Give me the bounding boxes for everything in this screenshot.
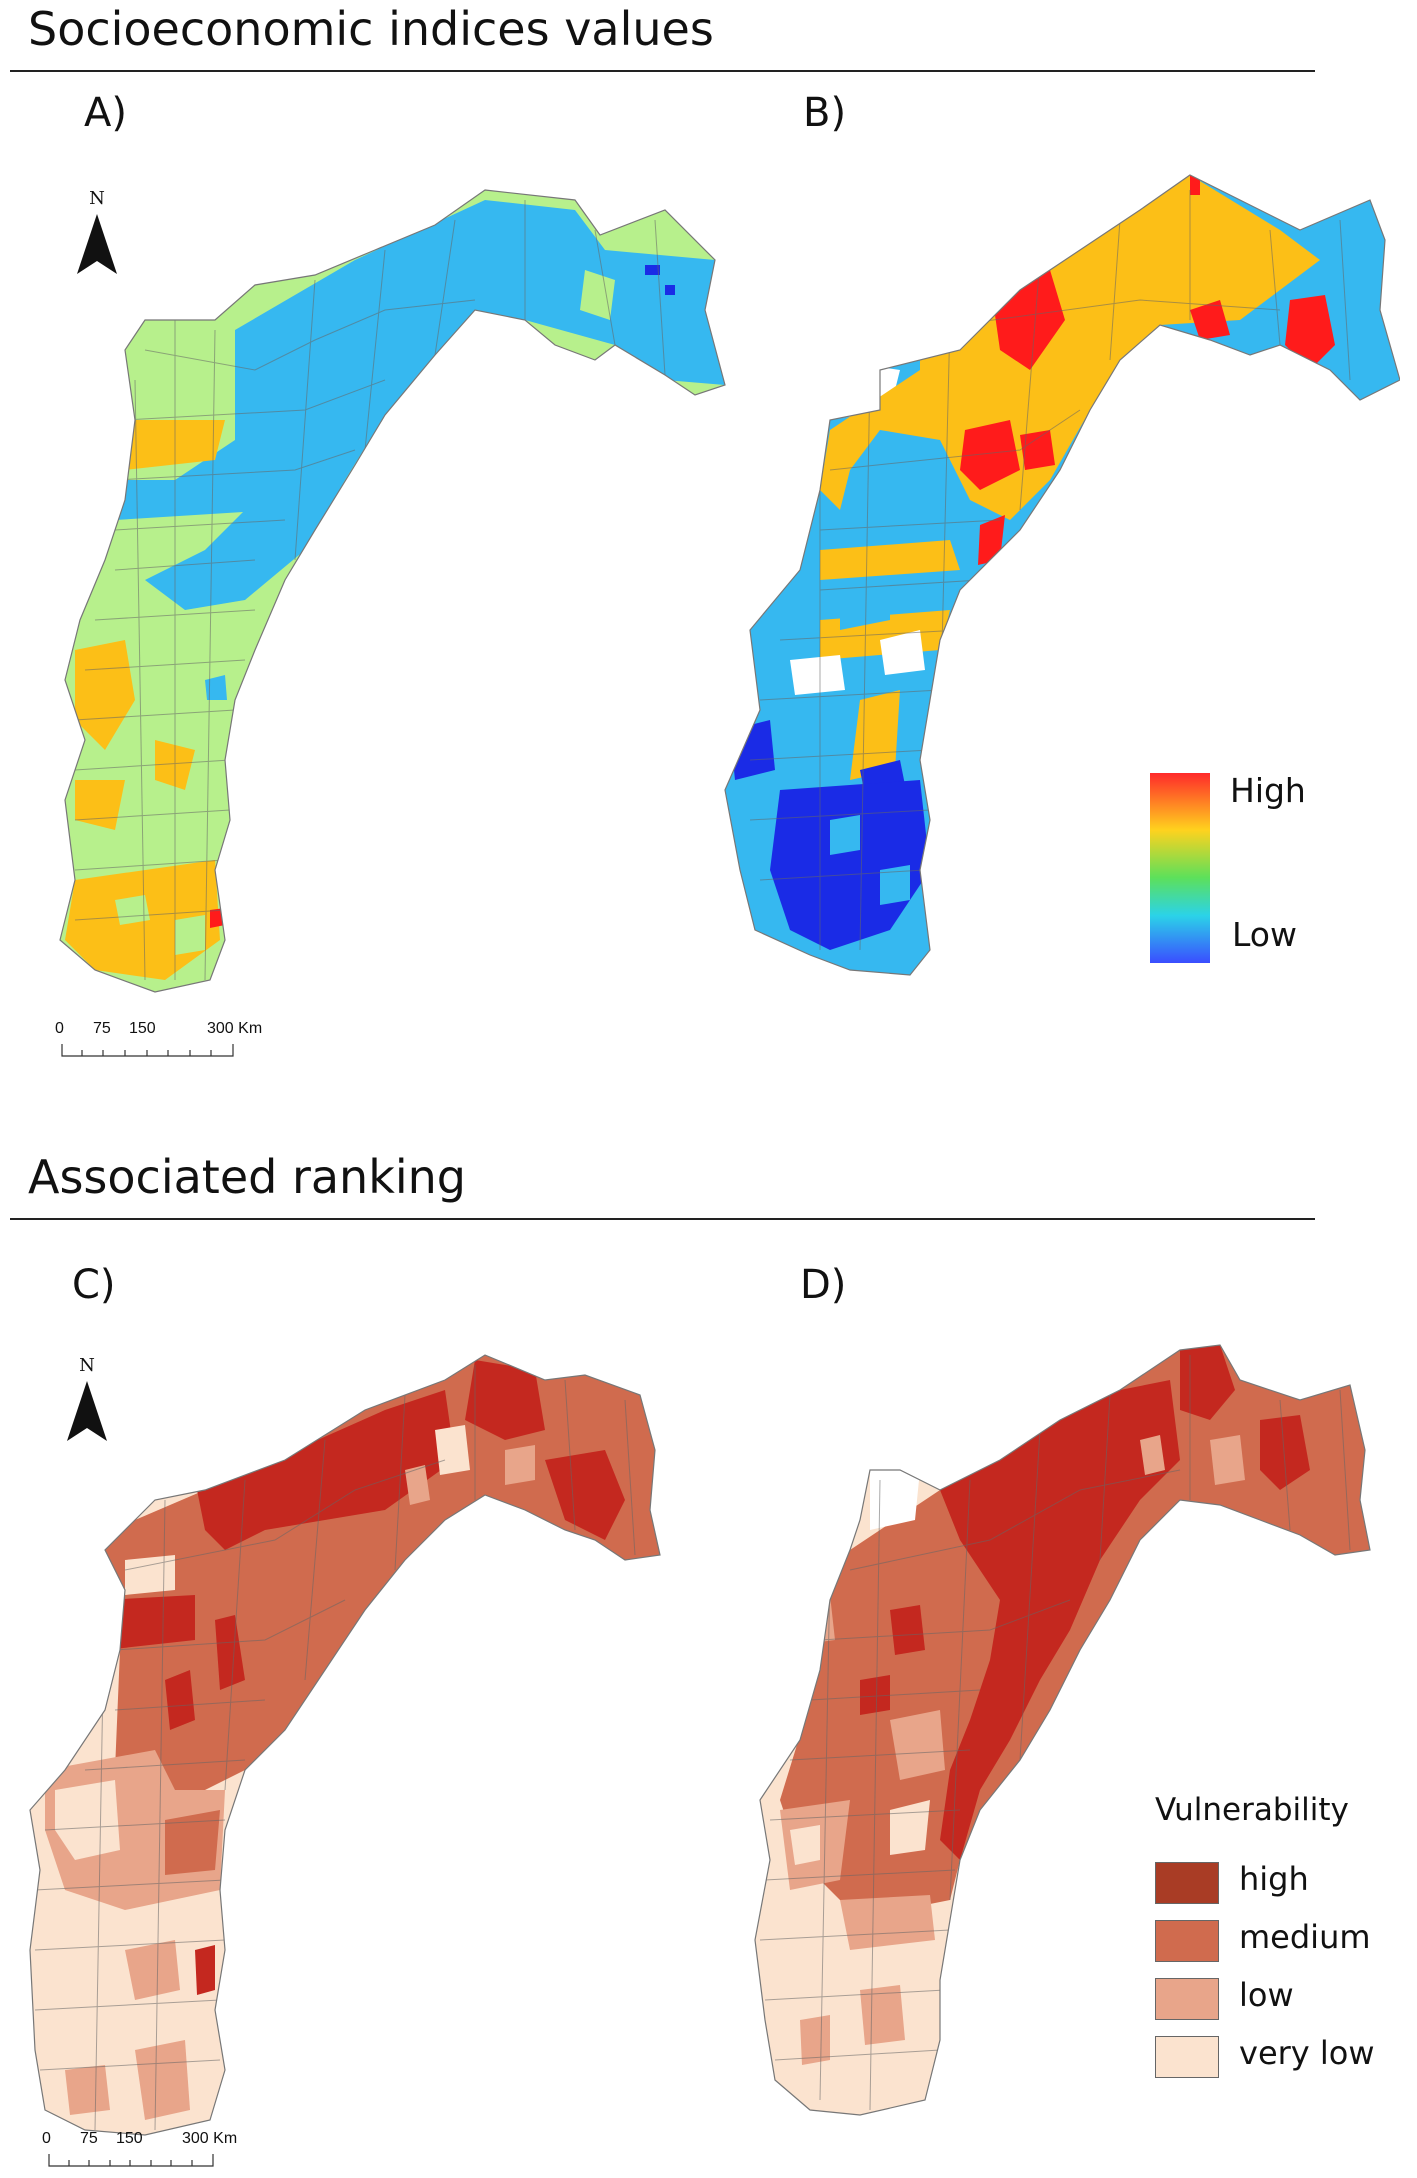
scale-label-300: 300 Km — [207, 1020, 263, 1037]
map-b-socioeconomic-index — [724, 174, 1400, 976]
gradient-color-bar — [1150, 773, 1210, 963]
north-letter: N — [89, 188, 105, 209]
north-arrow-shape-icon — [77, 214, 117, 274]
map-a-socioeconomic-index — [59, 189, 726, 993]
gradient-legend-high: High — [1230, 771, 1306, 810]
map-d-vulnerability-ranking — [754, 1344, 1371, 2116]
legend-swatch-high — [1155, 1862, 1219, 1904]
north-arrow-icon: N — [72, 188, 122, 284]
scale-bar-line — [61, 1044, 234, 1057]
scale-label-75: 75 — [80, 2130, 98, 2147]
section-divider — [10, 1218, 1315, 1220]
north-arrow-shape-icon — [67, 1381, 107, 1441]
legend-label-high: high — [1239, 1860, 1309, 1898]
gradient-legend: High Low — [1150, 771, 1310, 973]
scale-label-150: 150 — [129, 1020, 156, 1037]
legend-label-low: low — [1239, 1976, 1294, 2014]
vulnerability-legend: Vulnerability high medium low very low — [1155, 1792, 1405, 2102]
scale-bar: 0 75 150 300 Km — [42, 2130, 242, 2170]
scale-bar: 0 75 150 300 Km — [55, 1020, 262, 1060]
scale-bar-line — [48, 2154, 214, 2167]
scale-label-150: 150 — [116, 2130, 143, 2147]
legend-label-medium: medium — [1239, 1918, 1371, 1956]
panel-label-b: B) — [803, 90, 847, 136]
legend-swatch-medium — [1155, 1920, 1219, 1962]
section-title-ranking: Associated ranking — [28, 1150, 466, 1204]
panel-label-a: A) — [84, 90, 127, 136]
legend-swatch-very-low — [1155, 2036, 1219, 2078]
scale-label-75: 75 — [93, 1020, 111, 1037]
north-letter: N — [79, 1355, 95, 1376]
gradient-legend-low: Low — [1232, 915, 1297, 954]
map-c-vulnerability-ranking — [29, 1354, 661, 2136]
scale-label-0: 0 — [42, 2130, 51, 2147]
north-arrow-icon: N — [62, 1355, 112, 1451]
vulnerability-legend-title: Vulnerability — [1155, 1792, 1349, 1828]
panel-label-c: C) — [72, 1262, 116, 1308]
section-title-socioeconomic: Socioeconomic indices values — [28, 2, 714, 56]
scale-label-0: 0 — [55, 1020, 64, 1037]
legend-swatch-low — [1155, 1978, 1219, 2020]
panel-label-d: D) — [800, 1262, 847, 1308]
legend-label-very-low: very low — [1239, 2034, 1375, 2072]
scale-label-300: 300 Km — [182, 2130, 238, 2147]
section-divider — [10, 70, 1315, 72]
